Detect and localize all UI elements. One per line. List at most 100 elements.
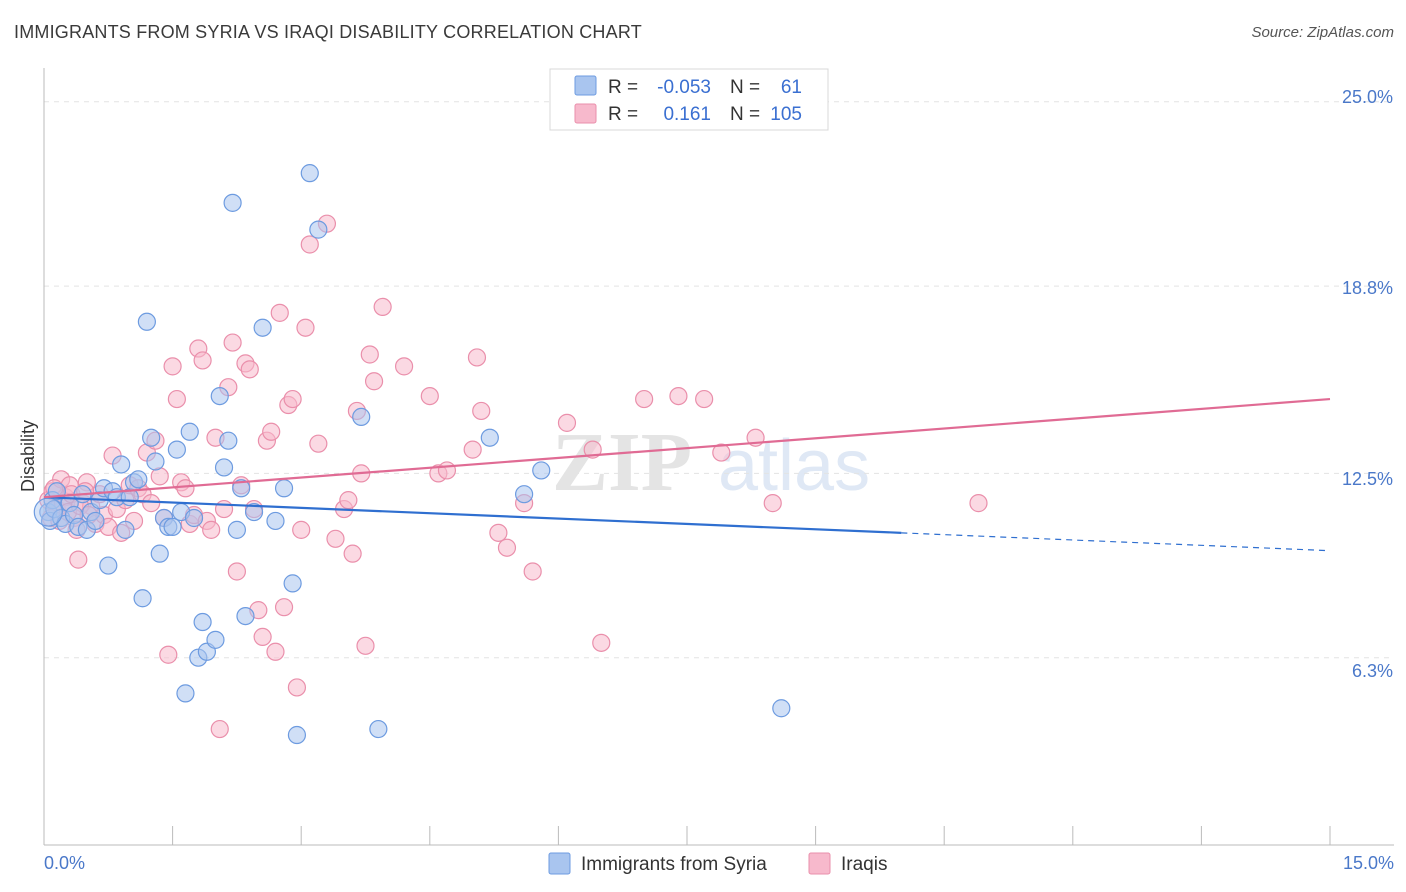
legend-r-label-syria: R = (608, 77, 638, 98)
iraqis-point-72 (364, 372, 384, 391)
syria-point-13 (86, 511, 105, 531)
iraqis-point-74 (394, 357, 414, 376)
y-tick-label-6-3: 6.3% (1352, 661, 1393, 681)
syria-point-34 (176, 684, 195, 703)
iraqis-point-80 (472, 401, 491, 421)
syria-point-52 (283, 574, 302, 593)
iraqis-point-36 (193, 351, 212, 370)
syria-point-45 (227, 520, 246, 539)
legend-swatch-iraqis (574, 103, 597, 124)
iraqis-point-70 (356, 636, 375, 655)
legend-r-label-iraqis: R = (608, 104, 638, 125)
syria-point-31 (163, 517, 182, 537)
iraqis-point-81 (489, 523, 508, 542)
syria-point-54 (300, 164, 319, 183)
syria-point-49 (253, 318, 272, 337)
iraqis-point-67 (343, 544, 362, 563)
axis-layer (43, 68, 1394, 846)
source-credit: Source: ZipAtlas.com (1251, 24, 1394, 41)
iraqis-point-79 (467, 348, 487, 367)
iraqis-point-78 (463, 440, 482, 459)
series-legend-label-iraqis: Iraqis (841, 854, 887, 875)
iraqis-point-86 (583, 440, 602, 459)
syria-point-53 (287, 725, 307, 745)
syria-point-61 (772, 699, 791, 718)
iraqis-point-73 (373, 297, 392, 317)
iraqis-point-41 (214, 499, 234, 519)
syria-point-24 (133, 589, 152, 608)
syria-point-58 (480, 428, 499, 447)
iraqis-point-84 (523, 562, 542, 581)
stats-legend: R = -0.053 N = 61 R = 0.161 N = 105 (549, 68, 829, 131)
iraqis-point-59 (292, 520, 311, 539)
legend-n-value-syria: 61 (781, 77, 802, 98)
iraqis-point-30 (167, 389, 186, 409)
syria-point-40 (206, 630, 225, 649)
syria-point-48 (244, 502, 264, 522)
series-legend-swatch-iraqis (808, 852, 831, 875)
iraqis-point-64 (326, 529, 345, 548)
syria-point-27 (146, 452, 165, 471)
syria-point-46 (232, 479, 251, 498)
iraqis-point-89 (669, 386, 688, 406)
series-legend-label-syria: Immigrants from Syria (581, 854, 767, 875)
legend-r-value-iraqis: 0.161 (663, 104, 711, 125)
syria-point-47 (236, 606, 255, 626)
y-tick-label-25-0: 25.0% (1342, 87, 1393, 107)
y-axis-label: Disability (18, 420, 38, 492)
grid-layer (44, 101, 1394, 659)
iraqis-point-77 (437, 461, 457, 480)
x-tick-label-max: 15.0% (1343, 853, 1394, 873)
iraqis-point-54 (270, 303, 289, 322)
y-tick-label-12-5: 12.5% (1342, 469, 1393, 489)
syria-point-36 (184, 508, 204, 528)
iraqis-point-90 (695, 389, 714, 409)
watermark-atlas: atlas (718, 426, 870, 506)
syria-point-32 (167, 440, 186, 459)
legend-n-label-syria: N = (730, 77, 760, 98)
iraqis-point-60 (296, 318, 315, 337)
syria-point-56 (352, 407, 371, 427)
iraqis-point-50 (253, 627, 272, 646)
iraqis-point-24 (142, 494, 161, 513)
syria-point-57 (369, 719, 388, 739)
syria-point-28 (150, 544, 169, 563)
iraqis-point-87 (592, 633, 611, 652)
iraqis-point-53 (266, 642, 285, 661)
iraqis-point-71 (360, 345, 379, 364)
legend-r-value-syria: -0.053 (657, 77, 711, 98)
iraqis-point-75 (420, 386, 439, 406)
y-tick-label-18-8: 18.8% (1342, 278, 1393, 298)
iraqis-trend-line (43, 397, 1331, 499)
iraqis-point-7 (69, 550, 88, 569)
series-legend-swatch-syria (548, 852, 571, 875)
x-tick-label-min: 0.0% (44, 853, 85, 873)
syria-point-38 (193, 612, 212, 632)
syria-point-51 (274, 479, 294, 498)
syria-point-55 (309, 220, 328, 239)
syria-point-19 (112, 455, 131, 474)
iraqis-point-85 (557, 413, 577, 432)
iraqis-point-28 (159, 645, 178, 664)
syria-point-60 (532, 461, 551, 480)
chart-title: IMMIGRANTS FROM SYRIA VS IRAQI DISABILIT… (14, 22, 642, 42)
iraqis-point-66 (339, 491, 358, 510)
syria-cluster-point (33, 497, 63, 527)
iraqis-point-47 (240, 360, 259, 379)
syria-point-26 (142, 428, 161, 447)
iraqis-point-82 (497, 538, 517, 557)
iraqis-point-57 (283, 389, 302, 409)
syria-point-35 (180, 422, 199, 441)
syria-trend-line-extension (901, 532, 1331, 552)
iraqis-point-32 (176, 479, 195, 498)
legend-n-value-iraqis: 105 (770, 104, 802, 125)
syria-point-25 (137, 312, 156, 331)
iraqis-point-55 (274, 598, 294, 617)
syria-point-50 (266, 511, 285, 531)
iraqis-point-44 (227, 562, 246, 581)
trend-layer (43, 397, 1331, 552)
syria-point-59 (515, 485, 534, 504)
iraqis-point-38 (202, 520, 221, 539)
iraqis-point-62 (309, 434, 328, 453)
